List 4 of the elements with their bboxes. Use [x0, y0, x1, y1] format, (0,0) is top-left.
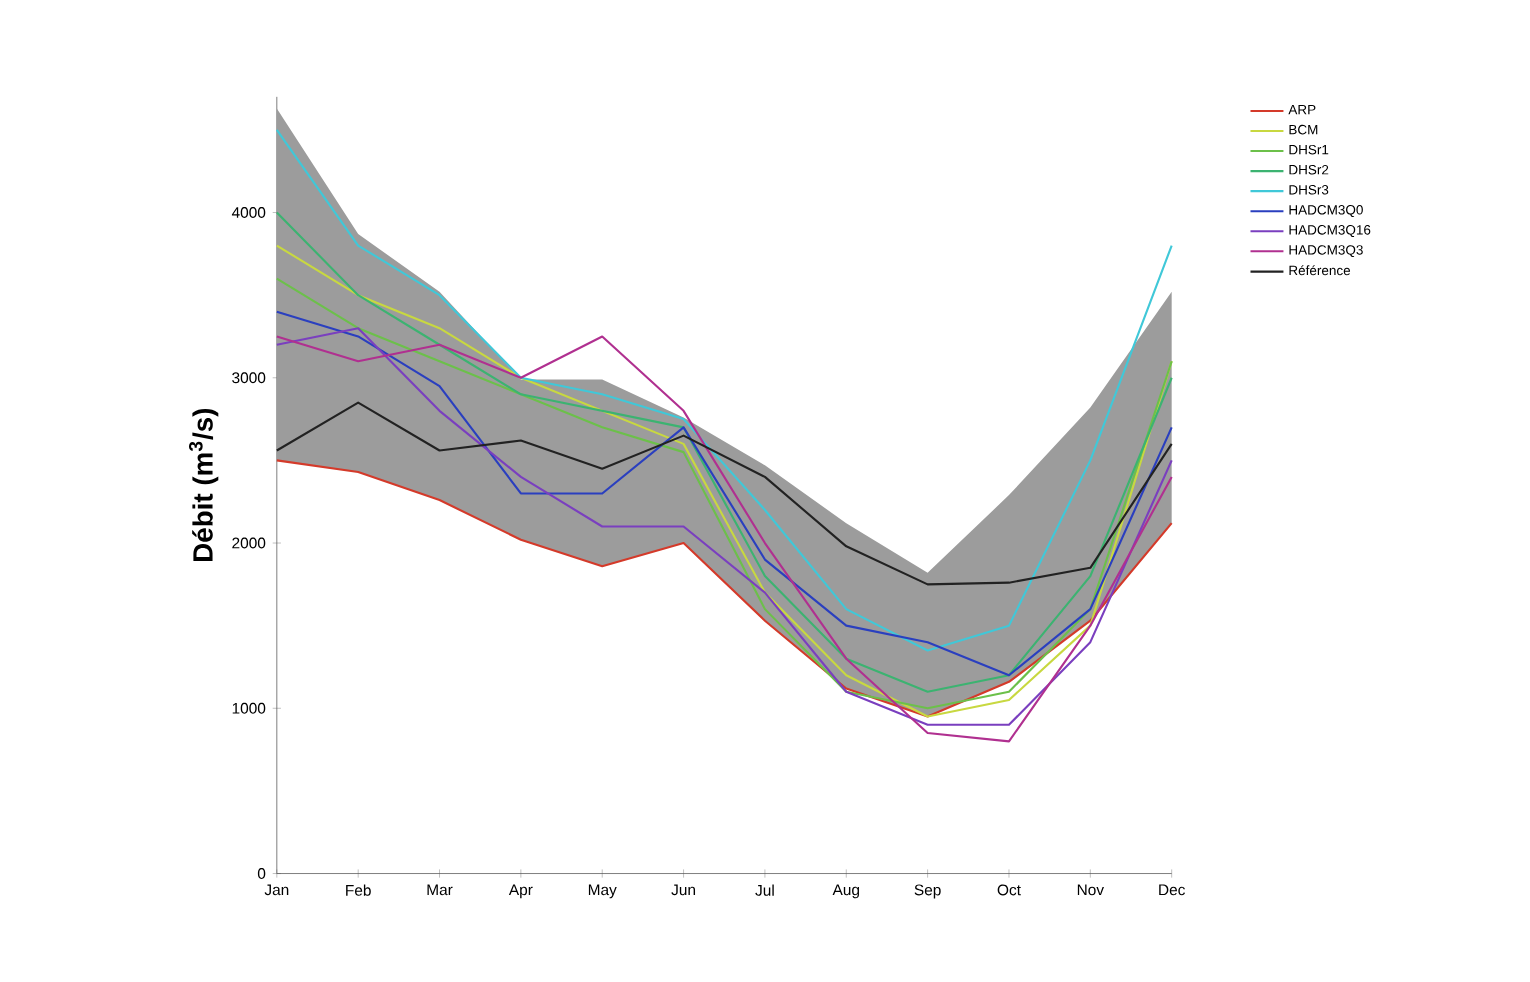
y-axis-title: Débit (m$^{3}$/s) — [188, 408, 219, 561]
line-series — [275, 459, 1173, 718]
line-series — [275, 401, 1173, 586]
line-series — [275, 310, 1173, 677]
